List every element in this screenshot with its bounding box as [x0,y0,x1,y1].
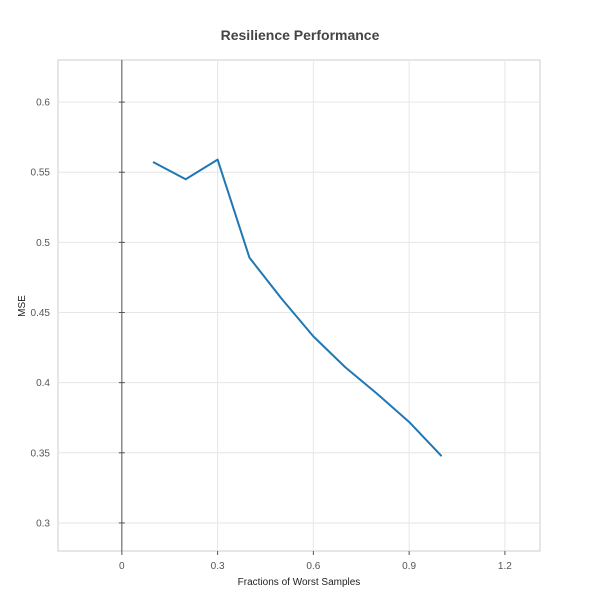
y-tick-label: 0.35 [31,448,51,459]
chart-title: Resilience Performance [221,27,380,43]
x-tick-label: 0 [119,561,125,572]
plot-area [57,59,541,552]
series-group [152,158,443,457]
x-tick-label: 0.6 [306,561,320,572]
y-tick-label: 0.6 [36,98,50,109]
grid-lines [58,60,540,551]
x-tick-label: 0.3 [211,561,225,572]
y-axis-label: MSE [17,295,28,317]
y-tick-label: 0.45 [31,308,51,319]
x-axis-label: Fractions of Worst Samples [238,577,361,588]
y-tick-label: 0.3 [36,518,50,529]
y-tick-label: 0.4 [36,378,50,389]
axis-ticks: 0 0.3 0.6 0.9 1.2 0.3 0.35 0.4 0.45 0.5 0.55 0.6 [31,60,512,572]
y-tick-label: 0.5 [36,238,50,249]
y-tick-label: 0.55 [31,168,51,179]
series-line [152,158,443,457]
x-tick-label: 0.9 [402,561,416,572]
x-tick-label: 1.2 [498,561,512,572]
